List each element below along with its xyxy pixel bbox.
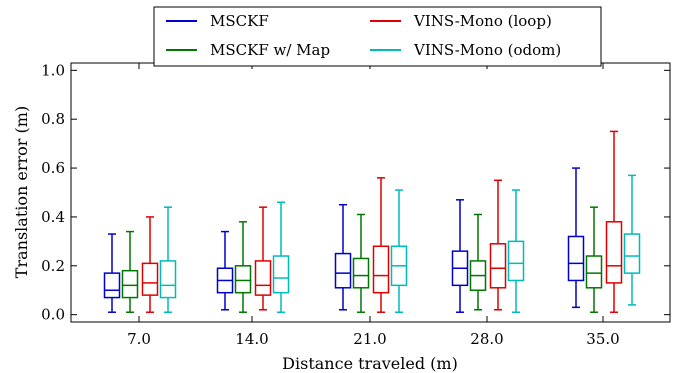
x-tick-label: 14.0 — [235, 330, 268, 348]
box — [372, 177, 390, 313]
box-iqr — [254, 260, 272, 296]
box-iqr — [103, 272, 121, 299]
series-msckf — [103, 167, 585, 313]
x-axis: 7.0 14.0 21.0 28.0 35.0 — [127, 63, 620, 348]
box — [352, 213, 370, 313]
box — [216, 230, 234, 311]
box — [159, 206, 177, 313]
box — [390, 189, 408, 313]
y-tick-label: 0.4 — [41, 208, 65, 226]
box — [121, 230, 139, 313]
box — [234, 221, 252, 313]
legend-label: MSCKF w/ Map — [210, 41, 330, 59]
box-iqr — [141, 262, 159, 296]
box — [469, 213, 487, 311]
box-iqr — [121, 269, 139, 299]
box-iqr — [585, 255, 603, 289]
series-vins-mono-odom — [159, 174, 641, 313]
x-tick-label: 7.0 — [127, 330, 151, 348]
box-plot-series — [103, 130, 641, 313]
x-axis-label: Distance traveled (m) — [282, 354, 458, 373]
box — [507, 189, 525, 313]
box — [585, 206, 603, 313]
x-tick-label: 35.0 — [586, 330, 619, 348]
box — [489, 179, 507, 311]
legend-label: MSCKF — [210, 12, 269, 30]
series-vins-mono-loop — [141, 130, 623, 313]
y-tick-label: 0.2 — [41, 257, 65, 275]
box — [605, 130, 623, 313]
box-iqr — [234, 265, 252, 294]
box-iqr — [489, 243, 507, 289]
box — [272, 201, 290, 313]
box-iqr — [352, 257, 370, 289]
box-iqr — [605, 221, 623, 284]
legend-label: VINS-Mono (odom) — [413, 41, 561, 59]
x-tick-label: 28.0 — [470, 330, 503, 348]
box — [623, 174, 641, 306]
box-iqr — [159, 260, 177, 299]
box — [254, 206, 272, 311]
box — [103, 233, 121, 313]
legend: MSCKF VINS-Mono (loop) MSCKF w/ Map VINS-Mo… — [153, 6, 602, 67]
x-tick-label: 21.0 — [353, 330, 386, 348]
box-iqr — [567, 235, 585, 282]
y-axis-label: Translation error (m) — [12, 106, 31, 278]
box — [451, 199, 469, 313]
box-iqr — [623, 233, 641, 274]
y-tick-label: 0.6 — [41, 159, 65, 177]
box — [334, 203, 352, 311]
box — [141, 216, 159, 313]
y-tick-label: 1.0 — [41, 61, 65, 79]
box-iqr — [507, 240, 525, 282]
box-iqr — [372, 245, 390, 294]
y-tick-label: 0.8 — [41, 110, 65, 128]
legend-label: VINS-Mono (loop) — [413, 12, 552, 30]
y-tick-label: 0.0 — [41, 306, 65, 324]
box-iqr — [272, 255, 290, 294]
legend-box — [153, 6, 602, 67]
box — [567, 167, 585, 309]
y-axis: 0.0 0.2 0.4 0.6 0.8 1.0 — [41, 61, 670, 324]
series-msckf-w-map — [121, 206, 603, 313]
box-iqr — [334, 252, 352, 289]
